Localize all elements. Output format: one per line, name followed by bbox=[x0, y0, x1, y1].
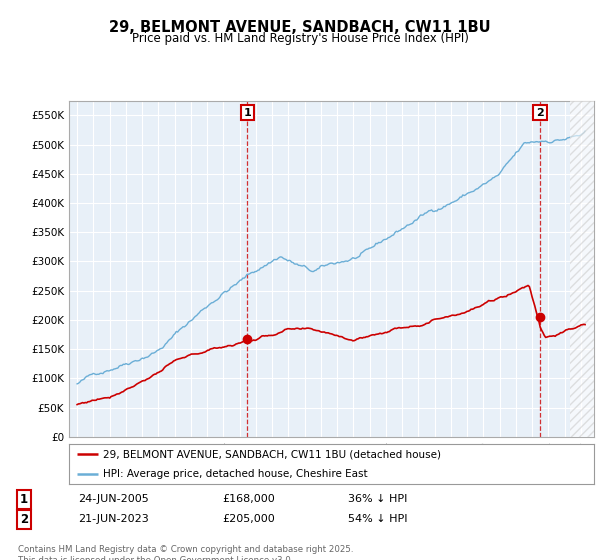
Text: 1: 1 bbox=[20, 493, 28, 506]
Text: 21-JUN-2023: 21-JUN-2023 bbox=[78, 514, 149, 524]
Bar bbox=[569, 86, 597, 437]
Text: Price paid vs. HM Land Registry's House Price Index (HPI): Price paid vs. HM Land Registry's House … bbox=[131, 32, 469, 45]
Text: 36% ↓ HPI: 36% ↓ HPI bbox=[348, 494, 407, 505]
Text: 2: 2 bbox=[20, 513, 28, 526]
Text: 29, BELMONT AVENUE, SANDBACH, CW11 1BU (detached house): 29, BELMONT AVENUE, SANDBACH, CW11 1BU (… bbox=[103, 449, 441, 459]
Text: 1: 1 bbox=[244, 108, 251, 118]
Text: 24-JUN-2005: 24-JUN-2005 bbox=[78, 494, 149, 505]
Text: 2: 2 bbox=[536, 108, 544, 118]
Text: 29, BELMONT AVENUE, SANDBACH, CW11 1BU: 29, BELMONT AVENUE, SANDBACH, CW11 1BU bbox=[109, 20, 491, 35]
Text: £168,000: £168,000 bbox=[222, 494, 275, 505]
Text: Contains HM Land Registry data © Crown copyright and database right 2025.
This d: Contains HM Land Registry data © Crown c… bbox=[18, 545, 353, 560]
Text: 54% ↓ HPI: 54% ↓ HPI bbox=[348, 514, 407, 524]
Text: HPI: Average price, detached house, Cheshire East: HPI: Average price, detached house, Ches… bbox=[103, 469, 368, 479]
Text: £205,000: £205,000 bbox=[222, 514, 275, 524]
